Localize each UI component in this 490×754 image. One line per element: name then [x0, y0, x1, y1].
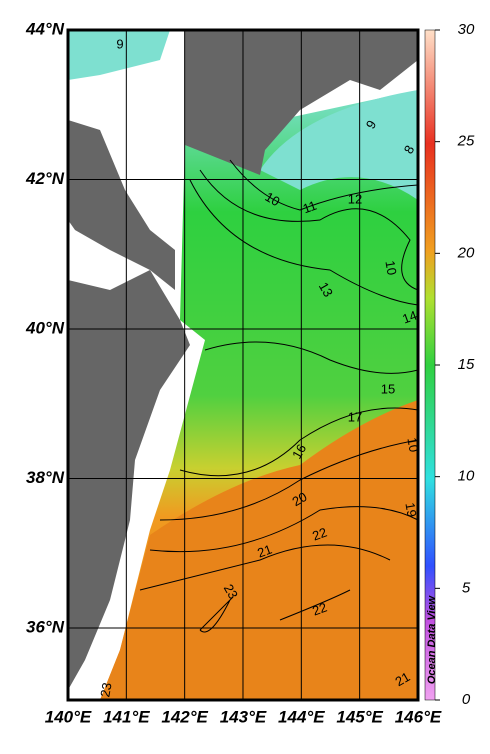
colorbar-label: 15 [458, 356, 475, 373]
contour-label: 22 [310, 524, 329, 543]
lon-label: 146°E [395, 707, 442, 726]
lat-label: 36°N [26, 617, 65, 636]
lon-label: 143°E [220, 707, 267, 726]
lon-label: 142°E [161, 707, 208, 726]
lon-label: 144°E [278, 707, 325, 726]
contour-label: 10 [263, 189, 283, 209]
contour-label: 12 [348, 191, 362, 206]
contour-label: 17 [348, 409, 362, 424]
contour-label: 20 [289, 489, 309, 509]
contour-label: 11 [301, 198, 319, 217]
contour-label: 21 [392, 669, 412, 689]
colorbar-label: 10 [458, 468, 475, 485]
colorbar-label: 25 [457, 133, 475, 150]
contour-label: 22 [310, 599, 329, 618]
lat-label: 44°N [25, 19, 65, 38]
colorbar-label: 30 [458, 21, 475, 38]
colorbar-label: 0 [462, 691, 471, 708]
contour-label: 23 [221, 581, 241, 601]
watermark: Ocean Data View [426, 594, 438, 684]
contour-label: 10 [404, 436, 421, 453]
graticule [68, 30, 418, 700]
contour-label: 19 [402, 501, 419, 518]
lat-label: 40°N [25, 318, 65, 337]
contour-label: 9 [116, 36, 123, 51]
lat-label: 38°N [26, 468, 65, 487]
lat-label: 42°N [25, 169, 65, 188]
colorbar-label: 20 [457, 244, 475, 261]
lon-label: 140°E [45, 707, 92, 726]
contour-label: 23 [97, 681, 114, 698]
contour-label: 14 [400, 307, 419, 326]
contour-label: 13 [316, 279, 336, 299]
lon-label: 141°E [103, 707, 150, 726]
contour-label: 15 [381, 381, 395, 396]
map-frame [66, 28, 420, 702]
contour-label: 21 [255, 541, 274, 560]
contour-label: 10 [382, 259, 399, 276]
contour-label: 16 [289, 441, 309, 461]
colorbar-label: 5 [462, 579, 471, 596]
lon-label: 145°E [336, 707, 383, 726]
